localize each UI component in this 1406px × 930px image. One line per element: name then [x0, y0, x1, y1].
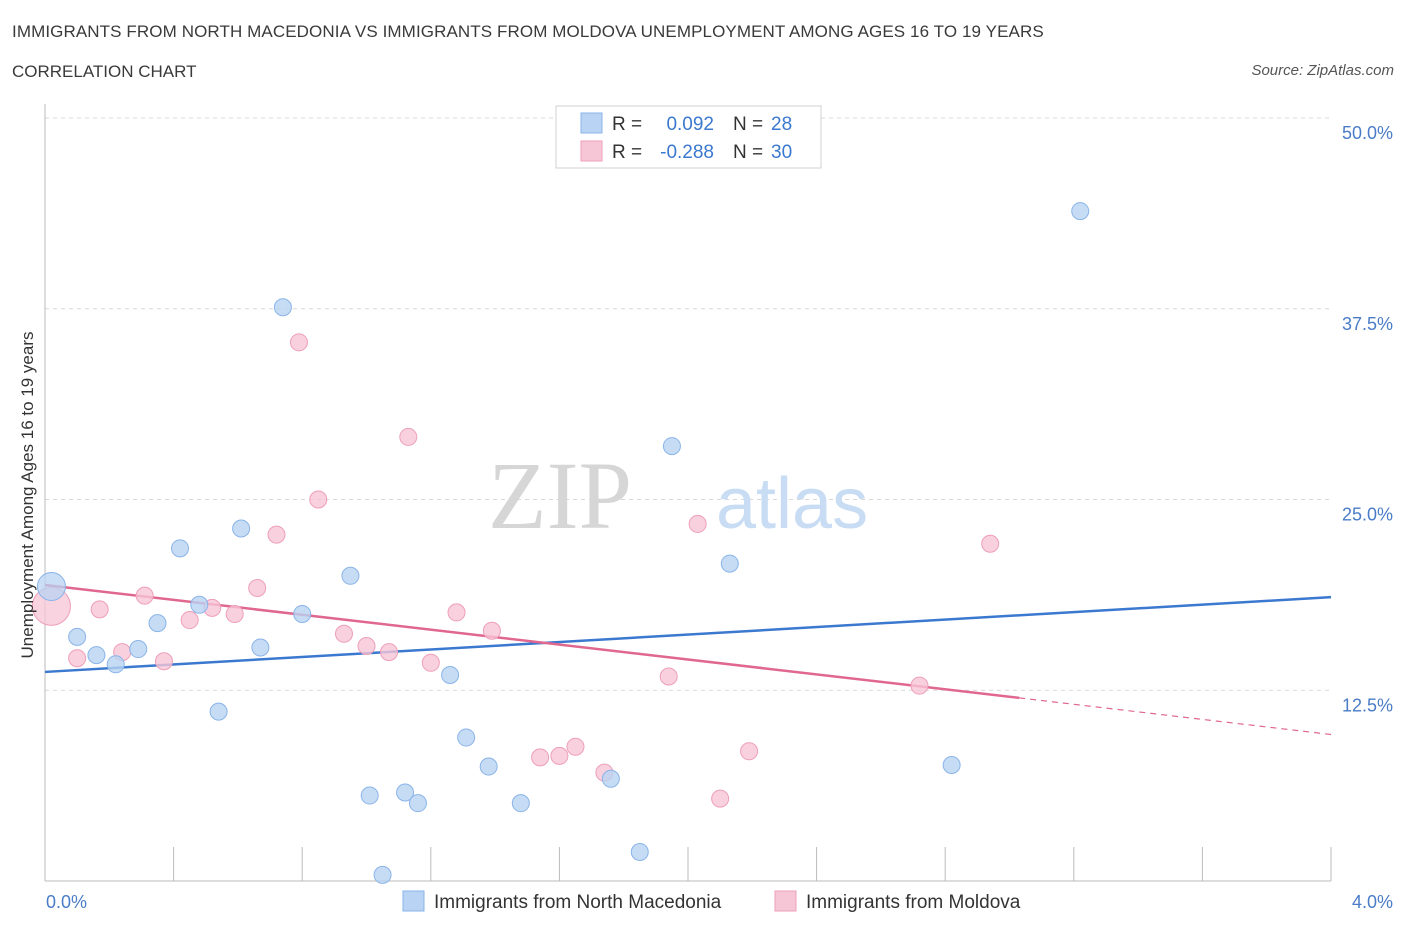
point-macedonia-23: [630, 843, 649, 862]
point-macedonia-3: [106, 655, 125, 674]
series-legend-label-1: Immigrants from North Macedonia: [434, 892, 722, 913]
point-moldova-20: [531, 748, 550, 767]
point-macedonia-20: [479, 757, 498, 776]
point-macedonia-21: [511, 794, 530, 813]
x-tick-labels: 0.0% 4.0%: [46, 892, 1393, 912]
point-moldova-4: [135, 586, 154, 605]
point-macedonia-0: [36, 571, 66, 601]
data-points: [31, 202, 1090, 884]
point-moldova-19: [482, 621, 501, 640]
legend-r-label-1: R =: [612, 114, 642, 135]
point-macedonia-4: [129, 640, 148, 659]
point-macedonia-2: [87, 646, 106, 665]
point-moldova-16: [399, 427, 418, 446]
series-legend-swatch-blue: [402, 890, 425, 912]
x-tick-label-1: 4.0%: [1352, 892, 1393, 912]
correlation-legend: R = 0.092 N = 28 R = -0.288 N = 30: [555, 105, 822, 169]
point-moldova-17: [421, 653, 440, 672]
y-tick-label-0: 12.5%: [1342, 695, 1393, 715]
point-macedonia-27: [1071, 202, 1090, 221]
point-moldova-26: [711, 789, 730, 808]
point-moldova-10: [267, 525, 286, 544]
point-macedonia-11: [273, 298, 292, 317]
chart-subtitle: CORRELATION CHART: [12, 62, 197, 81]
legend-r-value-2: -0.288: [660, 142, 714, 163]
legend-r-value-1: 0.092: [666, 114, 714, 135]
legend-swatch-blue: [580, 112, 603, 134]
y-tick-label-3: 50.0%: [1342, 123, 1393, 143]
point-moldova-1: [68, 649, 87, 668]
point-macedonia-8: [209, 702, 228, 721]
point-macedonia-25: [720, 554, 739, 573]
point-macedonia-14: [360, 786, 379, 805]
point-macedonia-26: [942, 756, 961, 775]
point-moldova-8: [225, 604, 244, 623]
point-macedonia-15: [373, 865, 392, 884]
point-macedonia-12: [293, 604, 312, 623]
point-macedonia-22: [601, 769, 620, 788]
point-moldova-15: [380, 643, 399, 662]
y-tick-label-1: 25.0%: [1342, 505, 1393, 525]
point-macedonia-13: [341, 566, 360, 585]
series-legend-swatch-pink: [774, 890, 797, 912]
source-label: Source: ZipAtlas.com: [1251, 62, 1394, 79]
point-macedonia-1: [68, 627, 87, 646]
point-moldova-29: [981, 534, 1000, 553]
point-moldova-18: [447, 603, 466, 622]
watermark-zip: ZIP: [488, 442, 632, 549]
watermark: ZIP atlas: [488, 442, 868, 549]
legend-swatch-pink: [580, 140, 603, 162]
point-moldova-5: [154, 652, 173, 671]
series-legend-label-2: Immigrants from Moldova: [806, 892, 1021, 913]
y-axis-title: Unemployment Among Ages 16 to 19 years: [18, 332, 37, 659]
series-legend: Immigrants from North Macedonia Immigran…: [402, 890, 1021, 913]
point-moldova-12: [309, 490, 328, 509]
point-macedonia-18: [441, 665, 460, 684]
point-moldova-21: [550, 746, 569, 765]
y-tick-label-2: 37.5%: [1342, 314, 1393, 334]
point-macedonia-6: [171, 539, 190, 558]
legend-n-value-2: 30: [771, 142, 792, 163]
legend-n-value-1: 28: [771, 114, 792, 135]
legend-r-label-2: R =: [612, 142, 642, 163]
point-macedonia-17: [408, 794, 427, 813]
grid-lines: [45, 117, 1331, 691]
point-macedonia-5: [148, 614, 167, 633]
point-moldova-22: [566, 737, 585, 756]
point-macedonia-19: [457, 728, 476, 747]
trend-line-moldova-extension: [1019, 697, 1332, 736]
point-macedonia-9: [232, 519, 251, 538]
axes: [44, 104, 1332, 882]
watermark-atlas: atlas: [716, 464, 868, 544]
legend-n-label-1: N =: [733, 114, 763, 135]
trend-line-macedonia: [44, 595, 1332, 674]
point-macedonia-7: [190, 595, 209, 614]
point-moldova-9: [248, 579, 267, 598]
chart-title: IMMIGRANTS FROM NORTH MACEDONIA VS IMMIG…: [12, 22, 1044, 41]
point-moldova-6: [180, 611, 199, 630]
point-moldova-28: [910, 676, 929, 695]
point-moldova-2: [90, 600, 109, 619]
y-tick-labels: 12.5% 25.0% 37.5% 50.0%: [1342, 123, 1393, 715]
point-moldova-11: [289, 333, 308, 352]
point-macedonia-10: [251, 638, 270, 657]
point-moldova-25: [688, 514, 707, 533]
x-tick-label-0: 0.0%: [46, 892, 87, 912]
point-moldova-14: [357, 636, 376, 655]
point-moldova-24: [659, 667, 678, 686]
point-moldova-27: [740, 742, 759, 761]
legend-n-label-2: N =: [733, 142, 763, 163]
point-macedonia-24: [662, 437, 681, 456]
point-moldova-13: [334, 624, 353, 643]
point-macedonia-16: [396, 783, 415, 802]
